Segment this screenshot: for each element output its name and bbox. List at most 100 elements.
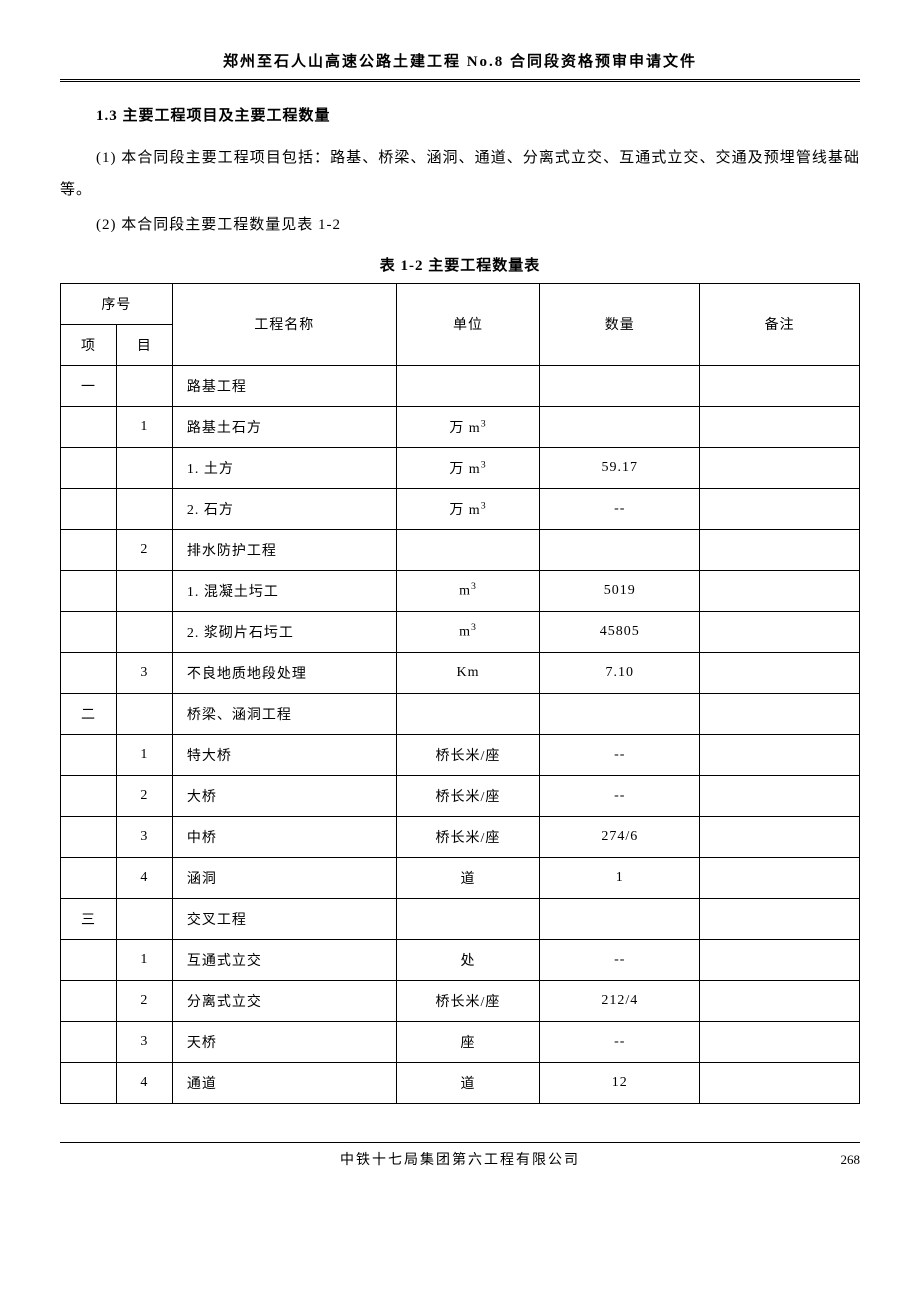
cell-item: [61, 611, 117, 652]
cell-remark: [700, 611, 860, 652]
cell-quantity: 274/6: [540, 816, 700, 857]
cell-quantity: 12: [540, 1062, 700, 1103]
cell-unit: 桥长米/座: [396, 775, 540, 816]
cell-quantity: [540, 406, 700, 447]
cell-quantity: 45805: [540, 611, 700, 652]
cell-subitem: 2: [116, 529, 172, 570]
table-body: 一路基工程1路基土石方万 m31. 土方万 m359.172. 石方万 m3--…: [61, 365, 860, 1103]
cell-quantity: 1: [540, 857, 700, 898]
cell-subitem: 2: [116, 775, 172, 816]
table-row: 1. 土方万 m359.17: [61, 447, 860, 488]
cell-item: [61, 406, 117, 447]
table-row: 3不良地质地段处理Km7.10: [61, 652, 860, 693]
cell-item: [61, 570, 117, 611]
cell-item: [61, 980, 117, 1021]
cell-remark: [700, 857, 860, 898]
cell-remark: [700, 652, 860, 693]
cell-name: 排水防护工程: [172, 529, 396, 570]
cell-unit: 处: [396, 939, 540, 980]
cell-item: 三: [61, 898, 117, 939]
cell-remark: [700, 775, 860, 816]
cell-name: 路基工程: [172, 365, 396, 406]
table-row: 2. 石方万 m3--: [61, 488, 860, 529]
cell-item: [61, 816, 117, 857]
cell-remark: [700, 939, 860, 980]
cell-remark: [700, 529, 860, 570]
cell-remark: [700, 898, 860, 939]
table-row: 4涵洞道1: [61, 857, 860, 898]
cell-name: 通道: [172, 1062, 396, 1103]
cell-item: [61, 1021, 117, 1062]
quantity-table: 序号 工程名称 单位 数量 备注 项 目 一路基工程1路基土石方万 m31. 土…: [60, 283, 860, 1104]
paragraph-2: (2) 本合同段主要工程数量见表 1-2: [60, 210, 860, 242]
cell-remark: [700, 1021, 860, 1062]
footer-company: 中铁十七局集团第六工程有限公司: [340, 1149, 580, 1169]
cell-item: [61, 857, 117, 898]
cell-remark: [700, 447, 860, 488]
footer-divider: [60, 1142, 860, 1143]
th-subitem: 目: [116, 324, 172, 365]
cell-item: [61, 488, 117, 529]
cell-name: 不良地质地段处理: [172, 652, 396, 693]
table-row: 1路基土石方万 m3: [61, 406, 860, 447]
cell-name: 天桥: [172, 1021, 396, 1062]
cell-item: [61, 652, 117, 693]
cell-remark: [700, 816, 860, 857]
cell-unit: m3: [396, 570, 540, 611]
cell-subitem: [116, 447, 172, 488]
cell-quantity: 7.10: [540, 652, 700, 693]
th-name: 工程名称: [172, 283, 396, 365]
cell-remark: [700, 693, 860, 734]
cell-unit: 道: [396, 857, 540, 898]
cell-name: 路基土石方: [172, 406, 396, 447]
cell-item: 二: [61, 693, 117, 734]
cell-item: 一: [61, 365, 117, 406]
cell-name: 分离式立交: [172, 980, 396, 1021]
cell-subitem: 3: [116, 816, 172, 857]
cell-quantity: 59.17: [540, 447, 700, 488]
cell-unit: [396, 365, 540, 406]
cell-remark: [700, 406, 860, 447]
cell-remark: [700, 365, 860, 406]
document-header-title: 郑州至石人山高速公路土建工程 No.8 合同段资格预审申请文件: [60, 50, 860, 79]
cell-name: 1. 土方: [172, 447, 396, 488]
cell-subitem: [116, 898, 172, 939]
cell-quantity: --: [540, 488, 700, 529]
cell-name: 桥梁、涵洞工程: [172, 693, 396, 734]
cell-subitem: [116, 611, 172, 652]
cell-quantity: --: [540, 734, 700, 775]
cell-subitem: 1: [116, 939, 172, 980]
cell-unit: [396, 529, 540, 570]
cell-unit: 桥长米/座: [396, 816, 540, 857]
cell-quantity: --: [540, 1021, 700, 1062]
cell-subitem: 3: [116, 652, 172, 693]
th-unit: 单位: [396, 283, 540, 365]
table-row: 一 路基工程: [61, 365, 860, 406]
cell-name: 2. 浆砌片石圬工: [172, 611, 396, 652]
table-row: 1互通式立交处--: [61, 939, 860, 980]
table-row: 2分离式立交桥长米/座212/4: [61, 980, 860, 1021]
cell-item: [61, 529, 117, 570]
cell-unit: 万 m3: [396, 406, 540, 447]
cell-subitem: [116, 488, 172, 529]
cell-remark: [700, 980, 860, 1021]
table-row: 4通道道12: [61, 1062, 860, 1103]
cell-remark: [700, 734, 860, 775]
header-divider: [60, 79, 860, 82]
cell-subitem: 1: [116, 734, 172, 775]
page-footer: 中铁十七局集团第六工程有限公司 268: [60, 1149, 860, 1169]
cell-item: [61, 775, 117, 816]
table-row: 3天桥座--: [61, 1021, 860, 1062]
th-item: 项: [61, 324, 117, 365]
section-heading: 1.3 主要工程项目及主要工程数量: [60, 104, 860, 125]
table-row: 三交叉工程: [61, 898, 860, 939]
paragraph-1: (1) 本合同段主要工程项目包括：路基、桥梁、涵洞、通道、分离式立交、互通式立交…: [60, 143, 860, 206]
cell-subitem: 2: [116, 980, 172, 1021]
table-caption: 表 1-2 主要工程数量表: [60, 254, 860, 275]
table-row: 1. 混凝土圬工m35019: [61, 570, 860, 611]
cell-quantity: [540, 365, 700, 406]
cell-unit: m3: [396, 611, 540, 652]
cell-item: [61, 1062, 117, 1103]
footer-page-number: 268: [580, 1152, 860, 1168]
cell-name: 大桥: [172, 775, 396, 816]
